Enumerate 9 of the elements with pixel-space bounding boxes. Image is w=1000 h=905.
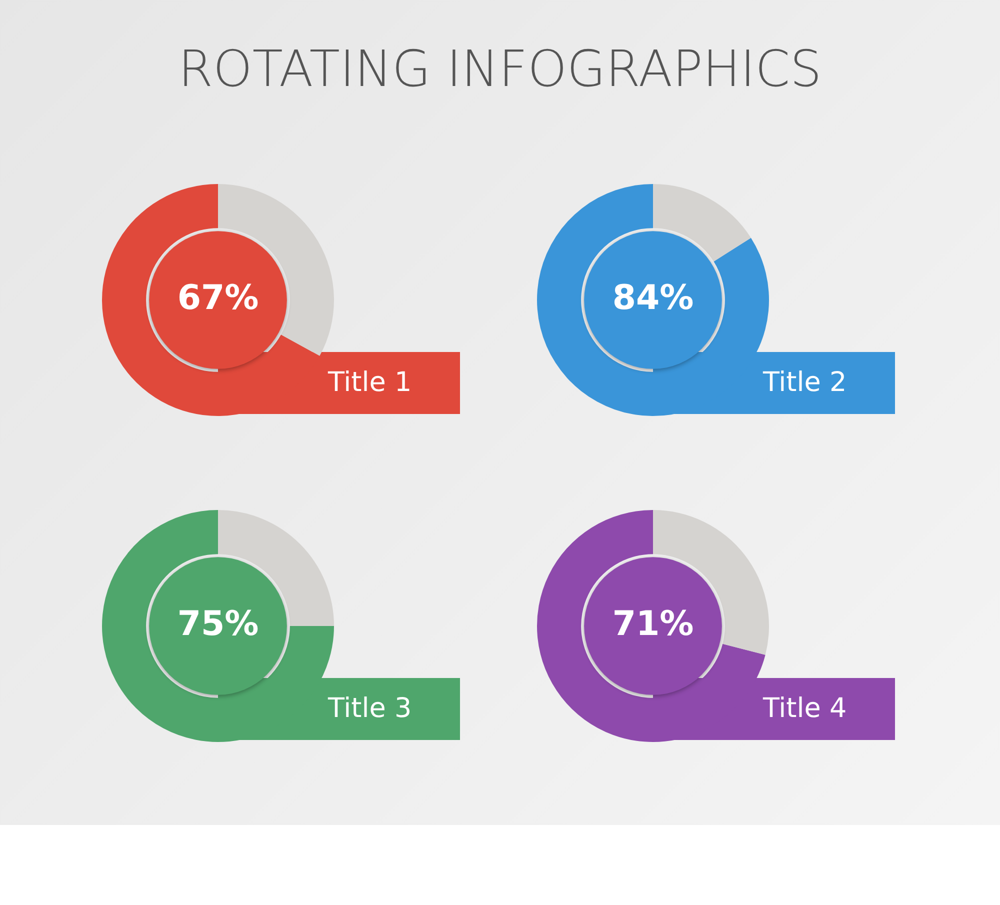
text: Title 3 — [328, 692, 413, 726]
data-label: 75% — [177, 604, 259, 644]
data-label: 67% — [177, 278, 259, 318]
text: Title 4 — [763, 692, 848, 726]
text: Title 1 — [328, 366, 413, 400]
text: ROTATING INFOGRAPHICS — [177, 40, 823, 98]
data-label: 71% — [612, 604, 694, 644]
text: Title 2 — [763, 366, 848, 400]
data-label: 84% — [612, 278, 694, 318]
